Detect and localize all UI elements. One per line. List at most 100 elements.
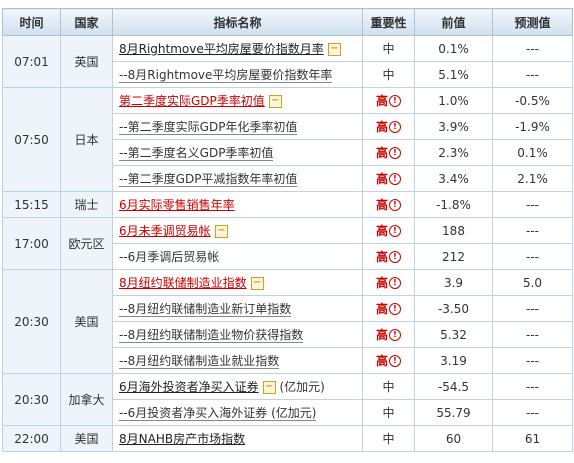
- table-row: --6月投资者净买入海外证券 (亿加元) 中 55.79 ---: [3, 399, 573, 426]
- importance-cell: 高!: [362, 191, 415, 218]
- indicator-name-cell: --6月投资者净买入海外证券 (亿加元): [112, 399, 363, 426]
- importance-cell: 高!: [362, 295, 415, 322]
- forecast-value-cell: 2.1%: [492, 165, 573, 192]
- header-forecast: 预测值: [492, 8, 573, 36]
- indicator-name-cell: --8月纽约联储制造业就业指数: [112, 347, 363, 374]
- header-importance: 重要性: [362, 8, 415, 36]
- forecast-value-cell: ---: [492, 399, 573, 426]
- indicator-link[interactable]: --8月Rightmove平均房屋要价指数年率: [119, 68, 333, 83]
- country-cell: 欧元区: [60, 217, 113, 270]
- table-row: 17:00 欧元区 6月未季调贸易帐 − 高! 188 ---: [2, 217, 573, 270]
- importance-cell: 高!: [362, 217, 415, 244]
- indicator-link[interactable]: --8月纽约联储制造业物价获得指数: [119, 328, 304, 343]
- indicator-link[interactable]: --8月纽约联储制造业就业指数: [119, 354, 280, 369]
- importance-level: 高: [375, 302, 388, 316]
- country-cell: 英国: [60, 35, 113, 88]
- indicator-name-cell: 6月未季调贸易帐 −: [112, 217, 363, 244]
- importance-cell: 高!: [362, 139, 415, 166]
- indicator-link[interactable]: --6月季调后贸易帐: [119, 250, 220, 264]
- importance-cell: 高!: [362, 87, 415, 114]
- collapse-toggle-icon[interactable]: −: [214, 225, 228, 238]
- alert-icon: !: [389, 303, 401, 315]
- time-cell: 07:50: [2, 87, 61, 192]
- time-cell: 07:01: [2, 35, 61, 88]
- indicator-link[interactable]: 6月实际零售销售年率: [119, 198, 235, 212]
- indicator-name-cell: --第二季度GDP平减指数年率初值: [112, 165, 363, 192]
- previous-value-cell: -54.5: [414, 373, 493, 400]
- indicator-name-cell: --8月纽约联储制造业新订单指数: [112, 295, 363, 322]
- time-cell: 20:30: [2, 269, 61, 374]
- alert-icon: !: [389, 121, 401, 133]
- header-indicator-name: 指标名称: [112, 8, 363, 36]
- alert-icon: !: [389, 173, 401, 185]
- indicator-link[interactable]: 6月海外投资者净买入证券: [119, 380, 259, 394]
- collapse-toggle-icon[interactable]: −: [327, 43, 341, 56]
- previous-value-cell: 5.1%: [414, 61, 493, 88]
- indicator-name-cell: 8月NAHB房产市场指数: [112, 425, 363, 452]
- importance-level: 高: [375, 224, 388, 238]
- previous-value-cell: 3.19: [414, 347, 493, 374]
- indicator-link[interactable]: --6月投资者净买入海外证券 (亿加元): [119, 406, 317, 421]
- importance-level: 高: [375, 172, 388, 186]
- indicator-name-cell: --第二季度名义GDP季率初值: [112, 139, 363, 166]
- header-row: 时间 国家 指标名称 重要性 前值 预测值: [2, 8, 573, 36]
- alert-icon: !: [389, 95, 401, 107]
- forecast-value-cell: -1.9%: [492, 113, 573, 140]
- forecast-value-cell: ---: [492, 373, 573, 400]
- forecast-value-cell: -0.5%: [492, 87, 573, 114]
- forecast-value-cell: ---: [492, 35, 573, 62]
- table-row: 07:50 日本 第二季度实际GDP季率初值 − 高! 1.0% -0.5%: [2, 87, 573, 192]
- table-row: 15:15 瑞士 6月实际零售销售年率高! -1.8% ---: [2, 191, 573, 218]
- importance-cell: 高!: [362, 347, 415, 374]
- indicator-link[interactable]: --第二季度名义GDP季率初值: [119, 146, 274, 161]
- previous-value-cell: 0.1%: [414, 35, 493, 62]
- time-cell: 20:30: [2, 373, 61, 426]
- indicator-link[interactable]: 8月Rightmove平均房屋要价指数月率: [119, 42, 324, 56]
- previous-value-cell: 55.79: [414, 399, 493, 426]
- importance-level: 高: [375, 94, 388, 108]
- importance-cell: 中: [362, 373, 415, 400]
- table-row: --8月纽约联储制造业新订单指数高! -3.50 ---: [3, 295, 573, 322]
- table-row: 22:00 美国 8月NAHB房产市场指数 中 60 61: [2, 425, 573, 452]
- forecast-value-cell: ---: [492, 347, 573, 374]
- importance-level: 高: [375, 250, 388, 264]
- importance-level: 中: [382, 406, 395, 420]
- table-row: --6月季调后贸易帐高! 212 ---: [3, 243, 573, 270]
- previous-value-cell: 3.4%: [414, 165, 493, 192]
- importance-cell: 高!: [362, 113, 415, 140]
- indicator-link[interactable]: --8月纽约联储制造业新订单指数: [119, 302, 292, 317]
- importance-level: 高: [375, 120, 388, 134]
- collapse-toggle-icon[interactable]: −: [268, 95, 282, 108]
- indicator-name-cell: --8月纽约联储制造业物价获得指数: [112, 321, 363, 348]
- country-cell: 日本: [60, 87, 113, 192]
- time-cell: 15:15: [2, 191, 61, 218]
- indicator-link[interactable]: 第二季度实际GDP季率初值: [119, 94, 265, 108]
- economic-calendar-table: 时间 国家 指标名称 重要性 前值 预测值 07:01 英国 8月Rightmove…: [2, 8, 573, 452]
- importance-cell: 中: [362, 35, 415, 62]
- importance-level: 中: [382, 432, 395, 446]
- indicator-link[interactable]: 8月NAHB房产市场指数: [119, 432, 246, 446]
- previous-value-cell: 5.32: [414, 321, 493, 348]
- importance-level: 中: [382, 380, 395, 394]
- importance-cell: 高!: [362, 321, 415, 348]
- alert-icon: !: [389, 277, 401, 289]
- indicator-name-cell: --6月季调后贸易帐: [112, 243, 363, 270]
- importance-cell: 中: [362, 399, 415, 426]
- indicator-link[interactable]: 6月未季调贸易帐: [119, 224, 211, 238]
- country-cell: 美国: [60, 425, 113, 452]
- collapse-toggle-icon[interactable]: −: [262, 381, 276, 394]
- previous-value-cell: 60: [414, 425, 493, 452]
- indicator-link[interactable]: --第二季度GDP平减指数年率初值: [119, 172, 298, 187]
- alert-icon: !: [389, 355, 401, 367]
- time-cell: 17:00: [2, 217, 61, 270]
- importance-cell: 高!: [362, 243, 415, 270]
- country-cell: 美国: [60, 269, 113, 374]
- collapse-toggle-icon[interactable]: −: [250, 277, 264, 290]
- indicator-link[interactable]: 8月纽约联储制造业指数: [119, 276, 247, 290]
- table-row: --8月纽约联储制造业就业指数 高! 3.19 ---: [3, 347, 573, 374]
- indicator-name-cell: --8月Rightmove平均房屋要价指数年率: [112, 61, 363, 88]
- previous-value-cell: -3.50: [414, 295, 493, 322]
- indicator-link[interactable]: --第二季度实际GDP年化季率初值: [119, 120, 298, 135]
- table-row: 20:30 加拿大 6月海外投资者净买入证券 − (亿加元) 中 -54.5 ---: [2, 373, 573, 426]
- indicator-name-cell: 6月海外投资者净买入证券 − (亿加元): [112, 373, 363, 400]
